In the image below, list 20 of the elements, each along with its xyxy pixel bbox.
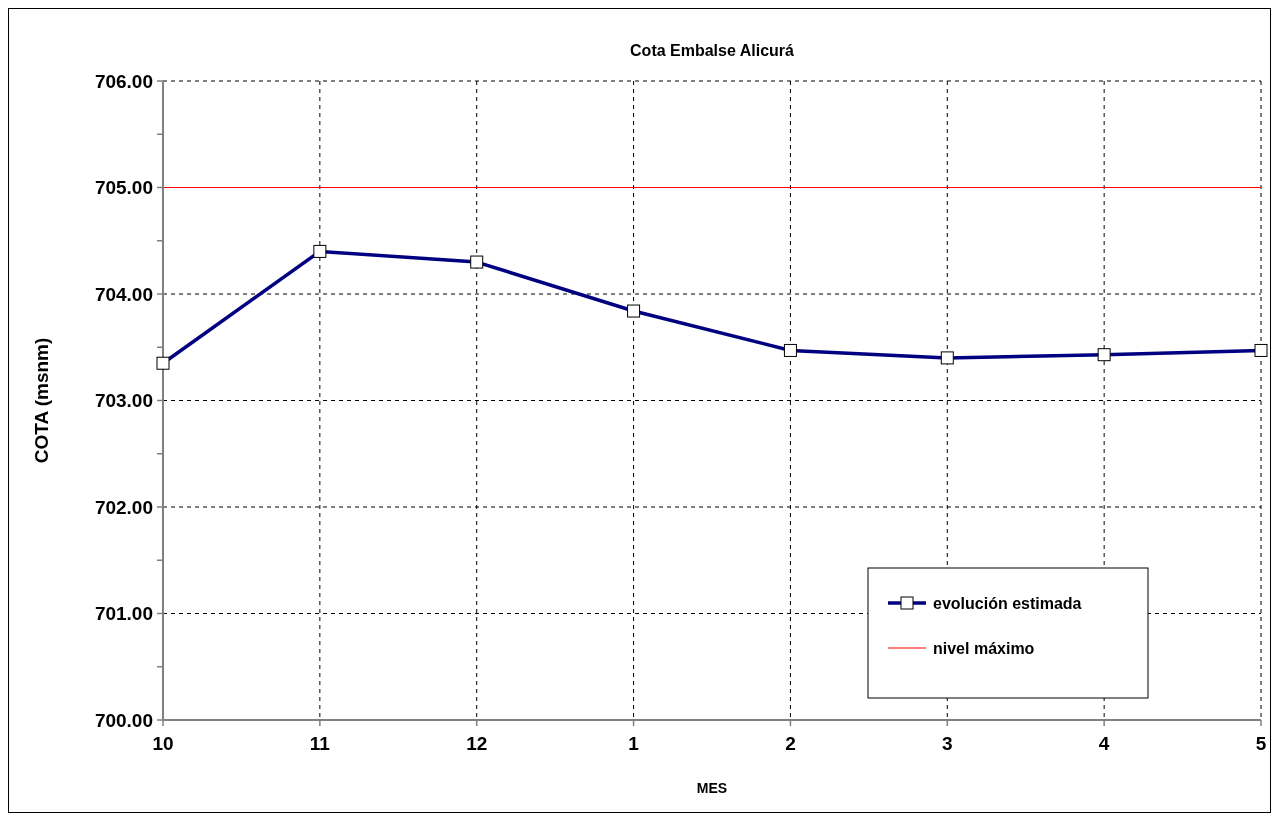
x-tick-label: 5 [1255,733,1267,754]
legend-label: evolución estimada [933,594,1082,612]
legend-label: nivel máximo [933,639,1035,657]
x-tick-label: 2 [785,733,796,754]
y-tick-label: 703.00 [94,390,153,412]
x-axis-title: MES [696,780,728,796]
y-tick-label: 700.00 [94,709,153,731]
y-tick-label: 706.00 [94,70,153,92]
x-tick-label: 1 [628,733,640,754]
y-axis-title: COTA (msnm) [31,337,52,464]
y-tick-label: 701.00 [94,603,153,625]
y-tick-label: 704.00 [94,283,153,305]
y-tick-label: 705.00 [94,177,153,199]
y-tick-label: 702.00 [94,496,153,518]
x-tick-label: 12 [466,733,488,754]
chart-title: Cota Embalse Alicurá [630,42,795,59]
x-tick-label: 11 [309,733,331,754]
x-tick-label: 3 [942,733,953,754]
x-tick-label: 10 [152,733,174,754]
x-tick-label: 4 [1098,733,1110,754]
